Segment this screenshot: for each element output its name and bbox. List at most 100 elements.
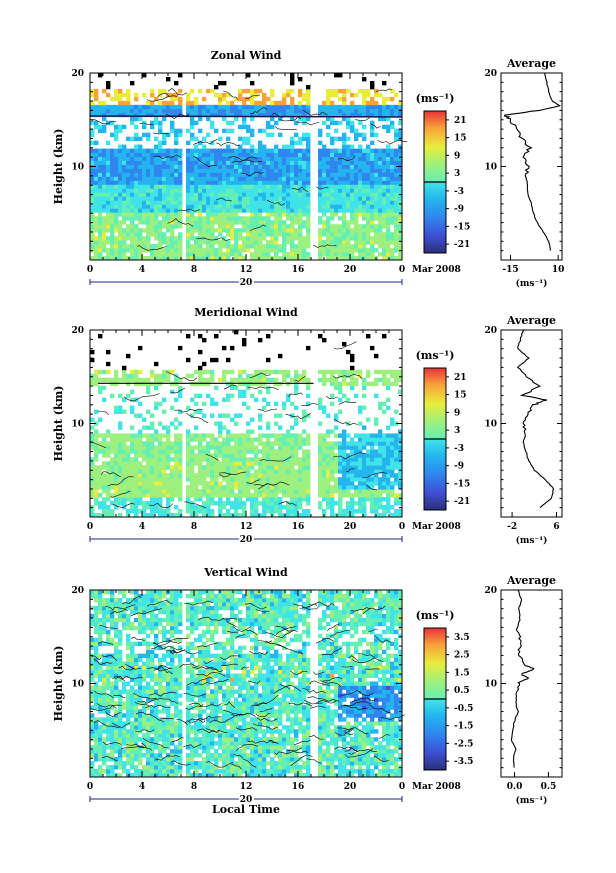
heatmap-cell <box>142 200 147 205</box>
heatmap-cell <box>286 256 291 261</box>
heatmap-cell <box>238 188 243 193</box>
heatmap-cell <box>218 104 223 110</box>
heatmap-cell <box>226 184 231 189</box>
heatmap-cell <box>354 212 359 217</box>
heatmap-cell <box>234 449 239 454</box>
heatmap-cell <box>366 473 371 478</box>
heatmap-cell <box>274 120 279 126</box>
heatmap-cell <box>330 393 335 399</box>
heatmap-cell <box>366 252 371 257</box>
heatmap-cell <box>322 224 327 229</box>
heatmap-cell <box>306 393 311 399</box>
heatmap-cell <box>342 461 347 466</box>
heatmap-cell <box>242 196 247 201</box>
heatmap-cell <box>162 256 167 261</box>
heatmap-cell <box>214 204 219 209</box>
heatmap-cell <box>90 433 95 438</box>
heatmap-cell <box>334 413 339 418</box>
heatmap-cell <box>174 449 179 454</box>
heatmap-cell <box>290 465 295 470</box>
heatmap-cell <box>254 92 259 98</box>
heatmap-cell <box>90 196 95 201</box>
heatmap-cell <box>158 449 163 454</box>
heatmap-cell <box>342 140 347 146</box>
heatmap-cell <box>270 172 275 177</box>
heatmap-cell <box>338 501 343 506</box>
heatmap-cell <box>242 244 247 249</box>
heatmap-cell <box>282 152 287 157</box>
heatmap-cell <box>346 204 351 209</box>
heatmap-cell <box>306 465 311 470</box>
heatmap-cell <box>130 236 135 241</box>
heatmap-cell <box>362 152 367 157</box>
heatmap-cell <box>246 128 251 134</box>
heatmap-cell <box>118 465 123 470</box>
heatmap-cell <box>294 497 299 502</box>
heatmap-cell <box>90 120 95 126</box>
heatmap-cell <box>370 453 375 458</box>
heatmap-cell <box>282 96 287 102</box>
heatmap-cell <box>334 136 339 142</box>
heatmap-cell <box>194 136 199 142</box>
heatmap-cell <box>166 252 171 257</box>
heatmap-cell <box>194 208 199 213</box>
heatmap-cell <box>370 128 375 134</box>
heatmap-cell <box>230 493 235 498</box>
heatmap-cell <box>378 369 383 375</box>
heatmap-cell <box>138 196 143 201</box>
heatmap-cell <box>154 216 159 221</box>
heatmap-cell <box>138 461 143 466</box>
heatmap-cell <box>394 461 399 466</box>
heatmap-cell <box>202 192 207 197</box>
heatmap-cell <box>258 140 263 146</box>
heatmap-cell <box>306 116 311 122</box>
contour-line <box>294 376 306 382</box>
heatmap-cell <box>206 160 211 165</box>
heatmap-cell <box>214 357 219 363</box>
heatmap-cell <box>102 513 107 518</box>
heatmap-cell <box>326 501 331 506</box>
heatmap-cell <box>334 108 339 114</box>
heatmap-cell <box>330 180 335 185</box>
heatmap-cell <box>298 204 303 209</box>
heatmap-cell <box>358 405 363 410</box>
heatmap-cell <box>94 513 99 518</box>
heatmap-cell <box>158 144 163 149</box>
heatmap-cell <box>326 441 331 446</box>
heatmap-cell <box>122 204 127 209</box>
heatmap-cell <box>274 168 279 173</box>
heatmap-cell <box>266 453 271 458</box>
heatmap-cell <box>286 112 291 118</box>
heatmap-cell <box>102 501 107 506</box>
heatmap-cell <box>274 100 279 106</box>
heatmap-cell <box>166 373 171 379</box>
heatmap-cell <box>270 156 275 161</box>
heatmap-cell <box>222 397 227 403</box>
heatmap-cell <box>250 457 255 462</box>
heatmap-cell <box>326 244 331 249</box>
heatmap-cell <box>322 100 327 106</box>
heatmap-cell <box>94 112 99 118</box>
heatmap-cell <box>386 180 391 185</box>
heatmap-cell <box>154 509 159 514</box>
heatmap-cell <box>126 244 131 249</box>
heatmap-cell <box>118 453 123 458</box>
heatmap-cell <box>242 485 247 490</box>
heatmap-cell <box>274 477 279 482</box>
heatmap-cell <box>286 196 291 201</box>
heatmap-cell <box>358 104 363 110</box>
heatmap-cell <box>158 373 163 379</box>
heatmap-cell <box>98 196 103 201</box>
heatmap-cell <box>230 152 235 157</box>
heatmap-cell <box>358 477 363 482</box>
heatmap-cell <box>354 457 359 462</box>
heatmap-cell <box>210 248 215 253</box>
heatmap-cell <box>130 116 135 122</box>
heatmap-cell <box>398 240 403 245</box>
heatmap-cell <box>222 224 227 229</box>
heatmap-cell <box>294 188 299 193</box>
heatmap-cell <box>398 100 403 106</box>
heatmap-cell <box>242 513 247 518</box>
contour-line <box>301 403 319 407</box>
heatmap-cell <box>246 433 251 438</box>
